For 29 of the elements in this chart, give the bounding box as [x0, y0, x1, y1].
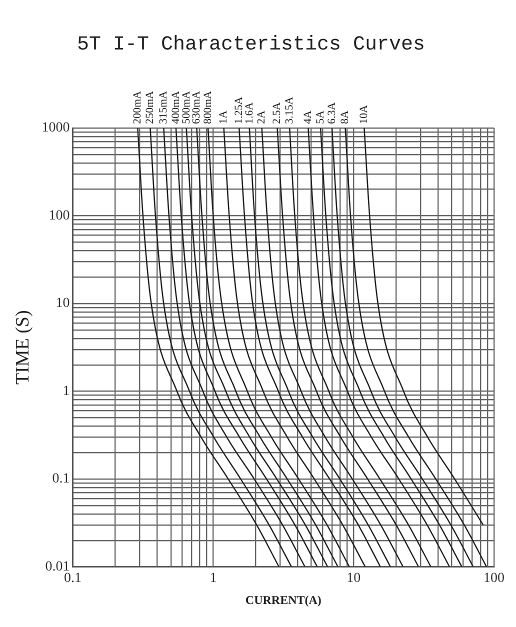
text: 6.3A	[326, 102, 338, 124]
text: 1.25A	[233, 96, 246, 124]
text: 5A	[314, 110, 326, 124]
y-tick-label: 10	[56, 296, 70, 312]
y-tick-label: 1	[62, 384, 70, 399]
text: 630mA	[190, 90, 203, 124]
text: 8A	[339, 110, 352, 124]
text: 500mA	[180, 90, 192, 124]
text: 2.5A	[271, 102, 284, 124]
text: 400mA	[170, 90, 182, 124]
text: 3.15A	[283, 96, 296, 124]
text: 10A	[358, 105, 370, 124]
chart-title: 5T I-T Characteristics Curves	[76, 33, 426, 56]
text: 1A	[218, 110, 230, 124]
text: 2A	[256, 110, 268, 124]
x-tick-label: 100	[484, 570, 504, 586]
y-tick-label: 1000	[42, 120, 70, 136]
text: 200mA	[132, 90, 144, 124]
y-tick-label: 100	[48, 208, 70, 224]
text: 4A	[302, 110, 314, 124]
y-tick-label: 0.1	[52, 472, 70, 487]
text: 1.6A	[243, 102, 256, 124]
text: 315mA	[158, 90, 170, 124]
text: 800mA	[202, 90, 214, 124]
x-axis-title: CURRENT(A)	[245, 592, 322, 607]
x-tick-label: 1	[210, 570, 217, 586]
text: 250mA	[144, 90, 156, 124]
x-tick-label: 10	[346, 570, 361, 586]
y-axis-title: TIME (S)	[12, 310, 34, 385]
